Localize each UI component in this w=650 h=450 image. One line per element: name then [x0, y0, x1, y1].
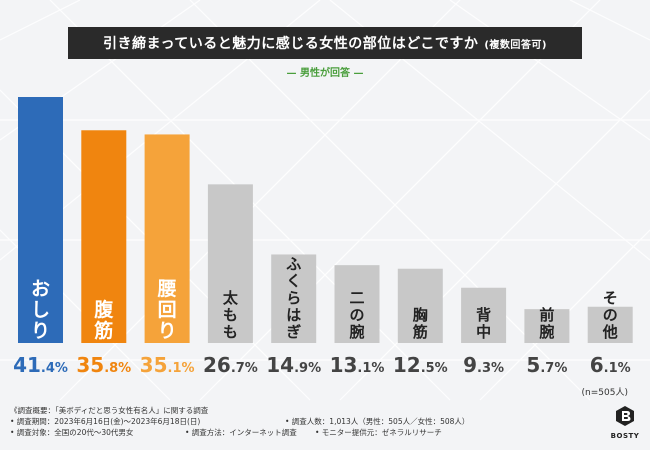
bar-group: 胸筋 12.5%: [393, 268, 448, 377]
bosty-logo-icon: [616, 406, 634, 426]
bar: [207, 184, 253, 343]
brand-name: BOSTY: [610, 432, 640, 440]
footer-summary-row: 《調査概要：「美ボディだと思う女性有名人」に関する調査: [10, 405, 610, 416]
chart-title-note: (複数回答可): [484, 39, 547, 51]
category-label: 腰回り: [157, 278, 177, 342]
bar-group: 太もも 26.7%: [203, 184, 258, 377]
bar: [334, 265, 380, 343]
category-label: 太もも: [223, 289, 239, 341]
survey-footer: 《調査概要：「美ボディだと思う女性有名人」に関する調査 • 調査期間：2023年…: [10, 405, 610, 438]
footer-period: • 調査期間：2023年6月16日(金)～2023年6月18日(日): [10, 417, 201, 426]
bar-group: 二の腕 13.1%: [330, 265, 385, 377]
category-label: ふくらはぎ: [286, 255, 301, 341]
value-label: 26.7%: [203, 353, 258, 377]
chart-subtitle: — 男性が回答 —: [286, 68, 364, 79]
bar-group: 前腕 5.7%: [524, 306, 570, 377]
value-label: 41.4%: [13, 353, 68, 377]
bar: [587, 306, 633, 343]
bar-group: 腹筋 35.8%: [76, 130, 131, 377]
footer-target-row: • 調査対象：全国の20代～30代男女 • 調査方法：インターネット調査 • モ…: [10, 427, 610, 438]
bar: [397, 268, 443, 343]
bar: [461, 287, 507, 343]
bar: [524, 309, 570, 343]
category-label: 背中: [476, 306, 491, 341]
footer-target: • 調査対象：全国の20代～30代男女: [10, 428, 134, 437]
brand-logo: BOSTY: [600, 405, 650, 440]
sample-size: (n=505人): [581, 388, 628, 398]
bar: [18, 97, 63, 343]
footer-method: • 調査方法：インターネット調査: [185, 428, 297, 437]
value-label: 5.7%: [526, 353, 567, 377]
chart-title: 引き締まっていると魅力に感じる女性の部位はどこですか: [103, 36, 479, 52]
value-label: 35.8%: [76, 353, 131, 377]
category-label: 腹筋: [93, 298, 114, 342]
bar: [271, 254, 317, 343]
bar-group: ふくらはぎ 14.9%: [266, 254, 321, 377]
footer-period-row: • 調査期間：2023年6月16日(金)～2023年6月18日(日) • 調査人…: [10, 416, 610, 427]
footer-monitor: • モニター提供元：ゼネラルリサーチ: [315, 428, 442, 437]
bar-group: おしり 41.4%: [13, 97, 68, 377]
bar-group: その他 6.1%: [587, 289, 633, 377]
category-label: おしり: [31, 278, 50, 342]
category-label: その他: [602, 289, 618, 341]
category-label: 前腕: [539, 306, 554, 341]
category-label: 胸筋: [412, 306, 428, 341]
bar-chart: おしり 41.4% 腹筋 35.8% 腰回り 35.1% 太もも 26.7% ふくらはぎ 14.9…: [13, 97, 633, 377]
value-label: 6.1%: [590, 353, 631, 377]
bar: [81, 130, 127, 343]
footer-summary: 《調査概要：「美ボディだと思う女性有名人」に関する調査: [10, 406, 209, 415]
bar-group: 腰回り 35.1%: [140, 134, 195, 377]
value-label: 9.3%: [463, 353, 504, 377]
category-label: 二の腕: [349, 289, 364, 341]
chart-title-box: 引き締まっていると魅力に感じる女性の部位はどこですか (複数回答可): [68, 27, 582, 59]
bar: [144, 134, 190, 343]
value-label: 13.1%: [330, 353, 385, 377]
value-label: 12.5%: [393, 353, 448, 377]
value-label: 35.1%: [140, 353, 195, 377]
bar-group: 背中 9.3%: [461, 287, 507, 377]
footer-respondents: • 調査人数：1,013人（男性：505人／女性：508人）: [285, 417, 470, 426]
value-label: 14.9%: [266, 353, 321, 377]
